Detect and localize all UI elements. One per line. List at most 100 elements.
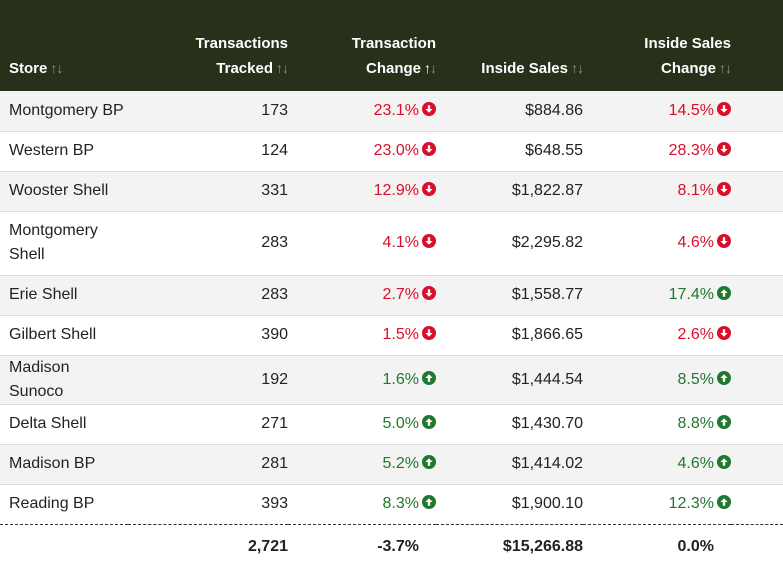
inside-sales-change-cell: 8.8% bbox=[583, 404, 731, 445]
sort-icon[interactable]: ↑↓ bbox=[50, 60, 63, 76]
tracked-cell: 283 bbox=[128, 211, 288, 276]
arrow-up-circle-icon bbox=[717, 370, 731, 385]
header-spacer bbox=[731, 0, 783, 91]
tracked-cell: 390 bbox=[128, 315, 288, 356]
inside-sales-cell: $1,430.70 bbox=[436, 404, 583, 445]
arrow-down-circle-icon bbox=[717, 326, 731, 340]
sort-icon-active[interactable]: ↑↓ bbox=[424, 60, 437, 76]
table-row: Wooster Shell 331 12.9% $1,822.87 8.1% bbox=[0, 171, 783, 212]
arrow-up-circle-icon bbox=[717, 455, 731, 469]
table-row: Montgomery Shell 283 4.1% $2,295.82 4.6% bbox=[0, 211, 783, 276]
store-name-cell: Reading BP bbox=[0, 484, 128, 525]
tracked-cell: 173 bbox=[128, 91, 288, 132]
column-header-store[interactable]: Store ↑↓ bbox=[9, 60, 63, 77]
inside-sales-cell: $1,866.65 bbox=[436, 315, 583, 356]
inside-sales-cell: $1,822.87 bbox=[436, 171, 583, 212]
store-name-cell: Erie Shell bbox=[0, 275, 128, 316]
column-header-transaction-change[interactable]: Transaction Change ↑↓ bbox=[351, 35, 437, 77]
inside-sales-cell: $1,900.10 bbox=[436, 484, 583, 525]
transaction-change-cell: 4.1% bbox=[288, 211, 436, 276]
row-spacer bbox=[731, 484, 783, 525]
arrow-down-circle-icon bbox=[422, 182, 436, 196]
row-spacer bbox=[731, 404, 783, 445]
sort-icon[interactable]: ↑↓ bbox=[571, 60, 584, 76]
inside-sales-change-cell: 8.1% bbox=[583, 171, 731, 212]
arrow-down-circle-icon bbox=[422, 234, 436, 248]
row-spacer bbox=[731, 444, 783, 485]
inside-sales-cell: $1,444.54 bbox=[436, 355, 583, 405]
transaction-change-cell: 1.6% bbox=[288, 355, 436, 405]
inside-sales-change-cell: 2.6% bbox=[583, 315, 731, 356]
store-name-cell: Gilbert Shell bbox=[0, 315, 128, 356]
arrow-up-circle-icon bbox=[422, 370, 436, 385]
store-name-cell: Montgomery Shell bbox=[0, 211, 128, 276]
arrow-up-circle-icon bbox=[717, 415, 731, 429]
store-name-cell: Delta Shell bbox=[0, 404, 128, 445]
row-spacer bbox=[731, 355, 783, 405]
inside-sales-cell: $1,414.02 bbox=[436, 444, 583, 485]
transaction-change-cell: 8.3% bbox=[288, 484, 436, 525]
transaction-change-cell: 12.9% bbox=[288, 171, 436, 212]
transaction-change-cell: 1.5% bbox=[288, 315, 436, 356]
total-transaction-change: -3.7% bbox=[377, 538, 419, 556]
arrow-down-circle-icon bbox=[422, 326, 436, 340]
table-row: Madison BP 281 5.2% $1,414.02 4.6% bbox=[0, 444, 783, 485]
arrow-down-circle-icon bbox=[422, 286, 436, 300]
total-inside-sales: $15,266.88 bbox=[502, 538, 583, 556]
store-name-cell: Madison Sunoco bbox=[0, 355, 128, 405]
arrow-down-circle-icon bbox=[422, 142, 436, 156]
totals-label-cell bbox=[0, 524, 128, 570]
table-header-row: Store ↑↓ Transactions Tracked ↑↓ Transactio… bbox=[0, 0, 783, 91]
inside-sales-cell: $1,558.77 bbox=[436, 275, 583, 316]
transaction-change-cell: 5.0% bbox=[288, 404, 436, 445]
inside-sales-cell: $648.55 bbox=[436, 131, 583, 172]
table-row: Western BP 124 23.0% $648.55 28.3% bbox=[0, 131, 783, 172]
table-row: Erie Shell 283 2.7% $1,558.77 17.4% bbox=[0, 275, 783, 316]
table-row: Madison Sunoco 192 1.6% $1,444.54 8.5% bbox=[0, 355, 783, 405]
inside-sales-change-cell: 14.5% bbox=[583, 91, 731, 132]
transaction-change-cell: 5.2% bbox=[288, 444, 436, 485]
arrow-up-circle-icon bbox=[717, 495, 731, 509]
arrow-up-circle-icon bbox=[422, 415, 436, 429]
sort-icon[interactable]: ↑↓ bbox=[276, 60, 289, 76]
arrow-up-circle-icon bbox=[422, 455, 436, 469]
tracked-cell: 192 bbox=[128, 355, 288, 405]
column-header-transactions-tracked[interactable]: Transactions Tracked ↑↓ bbox=[195, 35, 289, 77]
totals-spacer bbox=[731, 524, 783, 570]
store-name-cell: Montgomery BP bbox=[0, 91, 128, 132]
totals-row: 2,721 -3.7% $15,266.88 0.0% bbox=[0, 524, 783, 570]
tracked-cell: 271 bbox=[128, 404, 288, 445]
row-spacer bbox=[731, 91, 783, 132]
transaction-change-cell: 23.1% bbox=[288, 91, 436, 132]
table-row: Gilbert Shell 390 1.5% $1,866.65 2.6% bbox=[0, 315, 783, 356]
row-spacer bbox=[731, 131, 783, 172]
arrow-up-circle-icon bbox=[422, 495, 436, 509]
total-tracked: 2,721 bbox=[247, 538, 288, 556]
transaction-change-cell: 2.7% bbox=[288, 275, 436, 316]
inside-sales-cell: $2,295.82 bbox=[436, 211, 583, 276]
inside-sales-cell: $884.86 bbox=[436, 91, 583, 132]
transaction-change-cell: 23.0% bbox=[288, 131, 436, 172]
arrow-up-circle-icon bbox=[717, 286, 731, 300]
tracked-cell: 331 bbox=[128, 171, 288, 212]
inside-sales-change-cell: 12.3% bbox=[583, 484, 731, 525]
store-name-cell: Wooster Shell bbox=[0, 171, 128, 212]
inside-sales-change-cell: 4.6% bbox=[583, 444, 731, 485]
tracked-cell: 393 bbox=[128, 484, 288, 525]
table-row: Montgomery BP 173 23.1% $884.86 14.5% bbox=[0, 91, 783, 132]
row-spacer bbox=[731, 315, 783, 356]
tracked-cell: 281 bbox=[128, 444, 288, 485]
table-row: Reading BP 393 8.3% $1,900.10 12.3% bbox=[0, 484, 783, 525]
sort-icon[interactable]: ↑↓ bbox=[719, 60, 732, 76]
total-inside-sales-change: 0.0% bbox=[677, 538, 714, 556]
row-spacer bbox=[731, 211, 783, 276]
tracked-cell: 124 bbox=[128, 131, 288, 172]
inside-sales-change-cell: 8.5% bbox=[583, 355, 731, 405]
store-name-cell: Western BP bbox=[0, 131, 128, 172]
column-header-inside-sales-change[interactable]: Inside Sales Change ↑↓ bbox=[644, 35, 732, 77]
inside-sales-change-cell: 4.6% bbox=[583, 211, 731, 276]
arrow-down-circle-icon bbox=[717, 142, 731, 156]
column-header-inside-sales[interactable]: Inside Sales ↑↓ bbox=[481, 60, 584, 77]
row-spacer bbox=[731, 275, 783, 316]
